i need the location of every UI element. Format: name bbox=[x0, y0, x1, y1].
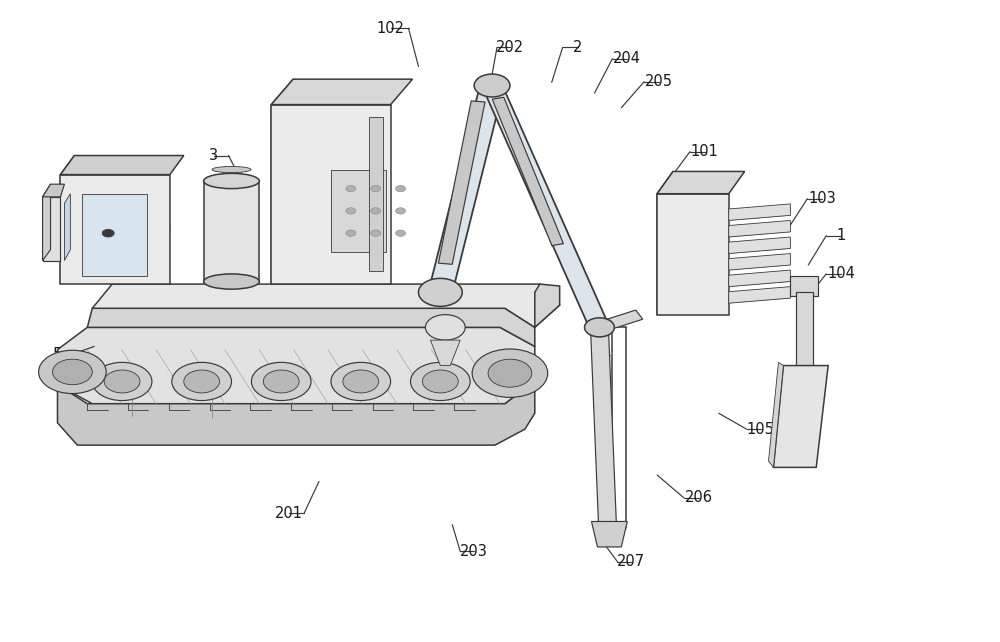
Polygon shape bbox=[790, 277, 818, 295]
Polygon shape bbox=[60, 155, 74, 284]
Text: 104: 104 bbox=[827, 266, 855, 281]
Circle shape bbox=[585, 318, 614, 337]
Ellipse shape bbox=[204, 173, 259, 189]
Text: 103: 103 bbox=[808, 191, 836, 206]
Ellipse shape bbox=[212, 166, 251, 173]
Polygon shape bbox=[43, 184, 51, 261]
Polygon shape bbox=[92, 284, 560, 327]
Polygon shape bbox=[591, 521, 627, 547]
Circle shape bbox=[52, 359, 92, 385]
Text: 203: 203 bbox=[460, 544, 488, 559]
Text: 102: 102 bbox=[377, 21, 405, 36]
Polygon shape bbox=[729, 204, 790, 220]
Circle shape bbox=[422, 370, 458, 393]
Circle shape bbox=[184, 370, 220, 393]
Polygon shape bbox=[430, 340, 460, 365]
Polygon shape bbox=[769, 362, 783, 467]
Polygon shape bbox=[729, 220, 790, 237]
Circle shape bbox=[251, 362, 311, 401]
Text: 202: 202 bbox=[496, 40, 524, 55]
Polygon shape bbox=[60, 175, 170, 284]
Circle shape bbox=[263, 370, 299, 393]
Circle shape bbox=[396, 208, 406, 214]
Text: 5: 5 bbox=[53, 347, 62, 361]
Circle shape bbox=[346, 208, 356, 214]
Circle shape bbox=[472, 349, 548, 397]
Polygon shape bbox=[429, 84, 504, 293]
Polygon shape bbox=[369, 117, 383, 272]
Polygon shape bbox=[492, 98, 563, 246]
Polygon shape bbox=[657, 171, 745, 194]
Circle shape bbox=[92, 362, 152, 401]
Circle shape bbox=[371, 230, 381, 236]
Text: 105: 105 bbox=[747, 422, 774, 437]
Circle shape bbox=[371, 186, 381, 192]
Polygon shape bbox=[87, 308, 535, 347]
Polygon shape bbox=[43, 197, 60, 261]
Polygon shape bbox=[590, 327, 616, 523]
Polygon shape bbox=[729, 237, 790, 254]
Text: 101: 101 bbox=[691, 144, 719, 159]
Text: 201: 201 bbox=[275, 506, 303, 521]
Circle shape bbox=[474, 74, 510, 97]
Circle shape bbox=[488, 359, 532, 387]
Text: 204: 204 bbox=[613, 51, 641, 66]
Polygon shape bbox=[438, 101, 485, 265]
Polygon shape bbox=[773, 365, 828, 467]
Circle shape bbox=[411, 362, 470, 401]
Text: 4: 4 bbox=[106, 186, 115, 201]
Polygon shape bbox=[60, 155, 184, 175]
Circle shape bbox=[396, 186, 406, 192]
Circle shape bbox=[172, 362, 232, 401]
Polygon shape bbox=[535, 284, 560, 327]
Text: 206: 206 bbox=[685, 490, 713, 505]
Circle shape bbox=[39, 351, 106, 394]
Polygon shape bbox=[729, 270, 790, 286]
Circle shape bbox=[418, 279, 462, 306]
Circle shape bbox=[425, 315, 465, 340]
Polygon shape bbox=[729, 254, 790, 270]
Circle shape bbox=[343, 370, 379, 393]
Circle shape bbox=[102, 229, 114, 237]
Polygon shape bbox=[482, 83, 609, 329]
Ellipse shape bbox=[204, 274, 259, 289]
Text: 205: 205 bbox=[645, 74, 673, 89]
Polygon shape bbox=[204, 181, 259, 282]
Text: 2: 2 bbox=[573, 40, 582, 55]
Circle shape bbox=[346, 230, 356, 236]
Polygon shape bbox=[271, 79, 293, 284]
Polygon shape bbox=[57, 381, 535, 445]
Polygon shape bbox=[596, 310, 643, 332]
Polygon shape bbox=[271, 105, 391, 284]
Polygon shape bbox=[796, 292, 813, 365]
Circle shape bbox=[104, 370, 140, 393]
Text: 207: 207 bbox=[617, 554, 645, 569]
Text: 3: 3 bbox=[209, 148, 218, 163]
Polygon shape bbox=[57, 327, 535, 404]
Polygon shape bbox=[657, 171, 673, 315]
Polygon shape bbox=[82, 194, 147, 277]
Polygon shape bbox=[64, 194, 70, 261]
Circle shape bbox=[331, 362, 391, 401]
Polygon shape bbox=[43, 184, 64, 197]
Circle shape bbox=[371, 208, 381, 214]
Polygon shape bbox=[271, 79, 412, 105]
Circle shape bbox=[346, 186, 356, 192]
Polygon shape bbox=[331, 169, 386, 252]
Text: 1: 1 bbox=[836, 228, 846, 243]
Polygon shape bbox=[729, 286, 790, 303]
Circle shape bbox=[396, 230, 406, 236]
Polygon shape bbox=[657, 194, 729, 315]
